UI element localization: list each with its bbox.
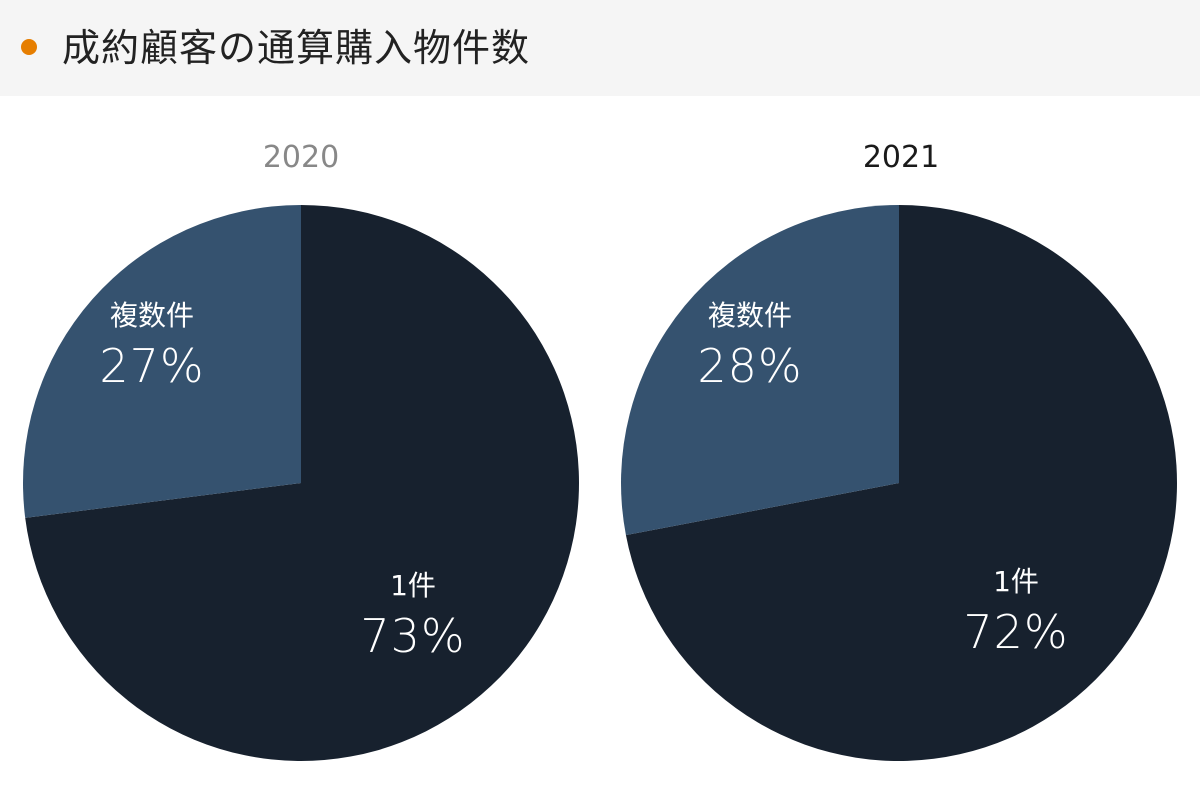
slice-label: 複数件 — [109, 299, 194, 332]
bullet-dot-icon — [21, 39, 37, 55]
slice-label: 1件 — [390, 569, 436, 602]
pie-chart-2020 — [22, 205, 579, 762]
slice-percent: 72% — [963, 605, 1069, 659]
slice-label: 複数件 — [707, 299, 792, 332]
label-multiple-2020: 複数件 27% — [82, 296, 222, 396]
slice-percent: 73% — [360, 609, 466, 663]
pie-chart-2021 — [621, 205, 1177, 762]
slice-percent: 27% — [99, 339, 205, 393]
header-bar: 成約顧客の通算購入物件数 — [0, 0, 1200, 96]
label-single-2021: 1件 72% — [946, 562, 1086, 662]
slice-single — [625, 205, 1177, 762]
slice-label: 1件 — [993, 565, 1039, 598]
chart-title-2021: 2021 — [862, 140, 940, 175]
slice-multiple — [621, 205, 899, 536]
label-multiple-2021: 複数件 28% — [680, 296, 820, 396]
label-single-2020: 1件 73% — [343, 566, 483, 666]
slice-single — [25, 205, 579, 762]
slice-multiple — [22, 205, 301, 518]
slice-percent: 28% — [697, 339, 803, 393]
page-title: 成約顧客の通算購入物件数 — [62, 26, 531, 70]
chart-title-2020: 2020 — [262, 140, 340, 175]
